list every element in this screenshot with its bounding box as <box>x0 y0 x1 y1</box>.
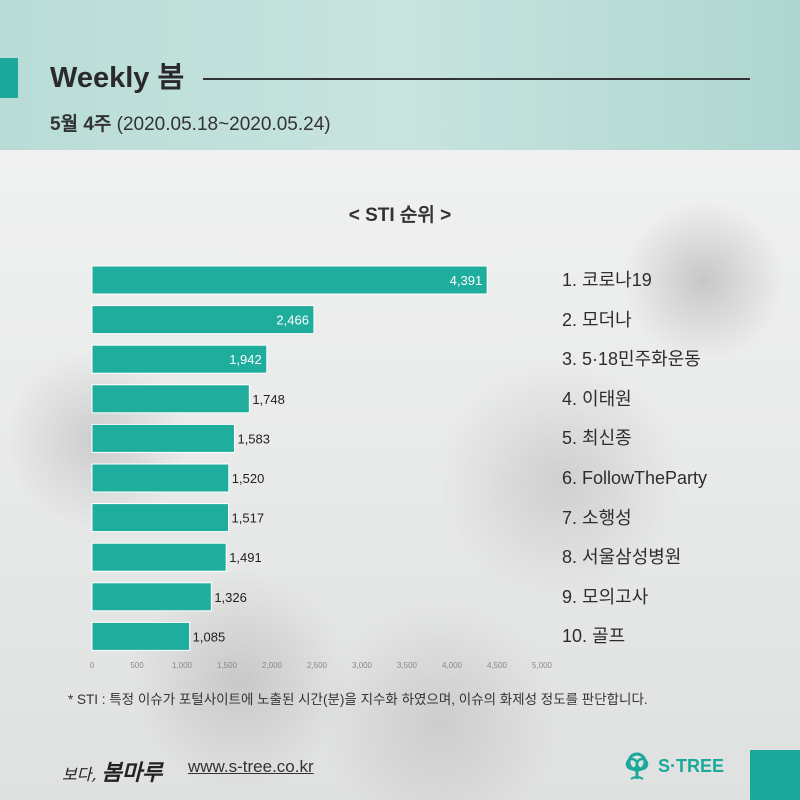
company-logo: S·TREE <box>622 748 724 784</box>
bar-value-label: 1,583 <box>237 431 270 446</box>
x-tick-label: 500 <box>130 661 144 670</box>
ranking-item: 2. 모더나 <box>562 309 632 330</box>
bar <box>91 463 230 493</box>
x-tick-label: 2,500 <box>307 661 328 670</box>
week-label: 5월 4주 (2020.05.18~2020.05.24) <box>50 109 331 136</box>
brand-signature: 보다, 봄마루 <box>62 755 162 787</box>
bar-value-label: 1,085 <box>193 629 226 644</box>
bar <box>91 423 235 453</box>
x-tick-label: 0 <box>90 661 95 670</box>
x-tick-label: 5,000 <box>532 661 553 670</box>
bar <box>91 503 230 533</box>
title-accent-block <box>0 58 18 98</box>
header-band <box>0 0 800 150</box>
x-tick-label: 4,000 <box>442 661 463 670</box>
ranking-item: 9. 모의고사 <box>562 586 649 607</box>
page-title: Weekly 봄 <box>50 62 185 94</box>
bar <box>91 384 250 414</box>
x-tick-label: 1,000 <box>172 661 193 670</box>
x-tick-label: 1,500 <box>217 661 238 670</box>
week-period: (2020.05.18~2020.05.24) <box>116 114 331 135</box>
brand-big-text: 봄마루 <box>101 760 163 786</box>
bar <box>91 582 212 612</box>
ranking-item: 7. 소행성 <box>562 507 632 528</box>
website-link[interactable]: www.s-tree.co.kr <box>188 757 314 776</box>
bar-value-label: 2,466 <box>276 313 309 328</box>
bar-value-label: 1,748 <box>252 392 285 407</box>
x-tick-label: 3,000 <box>352 661 373 670</box>
bar-value-label: 1,491 <box>229 550 262 565</box>
corner-accent-block <box>750 750 800 800</box>
ranking-list: 1. 코로나19 2. 모더나 3. 5·18민주화운동 4. 이태원 5. 최… <box>562 262 707 658</box>
bar <box>91 265 488 295</box>
ranking-item: 1. 코로나19 <box>562 270 652 290</box>
tree-logo-icon <box>625 752 649 780</box>
ranking-item: 4. 이태원 <box>562 388 632 409</box>
bar-value-label: 1,942 <box>229 352 262 367</box>
ranking-item: 10. 골프 <box>562 626 626 647</box>
logo-text: S·TREE <box>658 755 725 776</box>
bar <box>91 621 191 651</box>
ranking-item: 6. FollowTheParty <box>562 467 708 488</box>
chart-title: < STI 순위 > <box>348 205 452 226</box>
bar <box>91 542 227 572</box>
ranking-item: 8. 서울삼성병원 <box>562 547 682 568</box>
bar-value-label: 1,326 <box>214 590 247 605</box>
bar-value-label: 4,391 <box>450 273 483 288</box>
bar <box>91 344 268 374</box>
footnote: * STI : 특정 이슈가 포털사이트에 노출된 시간(분)을 지수화 하였으… <box>68 692 648 707</box>
ranking-item: 5. 최신종 <box>562 428 632 449</box>
x-tick-label: 3,500 <box>397 661 418 670</box>
brand-small-text: 보다, <box>62 765 97 784</box>
x-tick-label: 4,500 <box>487 661 508 670</box>
week-name: 5월 4주 <box>50 114 112 135</box>
title-divider <box>203 78 750 80</box>
bar-value-label: 1,520 <box>232 471 265 486</box>
ranking-item: 3. 5·18민주화운동 <box>562 349 701 370</box>
bar-value-label: 1,517 <box>232 511 265 526</box>
x-tick-label: 2,000 <box>262 661 283 670</box>
bar <box>91 305 315 335</box>
